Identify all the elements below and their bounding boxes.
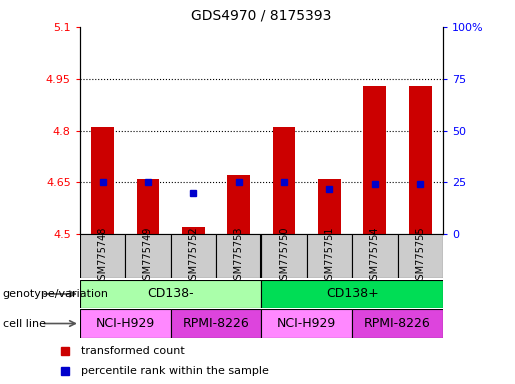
Text: RPMI-8226: RPMI-8226	[364, 317, 431, 330]
Text: cell line: cell line	[3, 318, 45, 329]
Bar	[261, 280, 443, 308]
Text: NCI-H929: NCI-H929	[96, 317, 155, 330]
Text: GSM775750: GSM775750	[279, 227, 289, 286]
Text: GSM775755: GSM775755	[415, 227, 425, 286]
Text: CD138+: CD138+	[326, 288, 379, 300]
Bar	[170, 234, 216, 278]
Text: GSM775752: GSM775752	[188, 227, 198, 286]
Bar	[273, 127, 296, 234]
Text: RPMI-8226: RPMI-8226	[183, 317, 249, 330]
Bar	[227, 175, 250, 234]
Bar	[182, 227, 204, 234]
Bar	[80, 309, 170, 338]
Text: percentile rank within the sample: percentile rank within the sample	[81, 366, 269, 376]
Bar	[398, 234, 443, 278]
Bar	[80, 280, 261, 308]
Bar	[80, 234, 125, 278]
Bar	[261, 309, 352, 338]
Bar	[307, 234, 352, 278]
Bar	[125, 234, 170, 278]
Text: CD138-: CD138-	[147, 288, 194, 300]
Text: transformed count: transformed count	[81, 346, 185, 356]
Text: GSM775748: GSM775748	[97, 227, 108, 286]
Text: GSM775751: GSM775751	[324, 227, 334, 286]
Bar	[136, 179, 159, 234]
Bar	[91, 127, 114, 234]
Bar	[170, 309, 261, 338]
Bar	[261, 234, 307, 278]
Bar	[216, 234, 261, 278]
Bar	[364, 86, 386, 234]
Text: GSM775749: GSM775749	[143, 227, 153, 286]
Text: NCI-H929: NCI-H929	[277, 317, 336, 330]
Bar	[352, 234, 398, 278]
Title: GDS4970 / 8175393: GDS4970 / 8175393	[191, 9, 332, 23]
Bar	[352, 309, 443, 338]
Text: GSM775754: GSM775754	[370, 227, 380, 286]
Bar	[318, 179, 341, 234]
Bar	[409, 86, 432, 234]
Text: genotype/variation: genotype/variation	[3, 289, 109, 299]
Text: GSM775753: GSM775753	[234, 227, 244, 286]
